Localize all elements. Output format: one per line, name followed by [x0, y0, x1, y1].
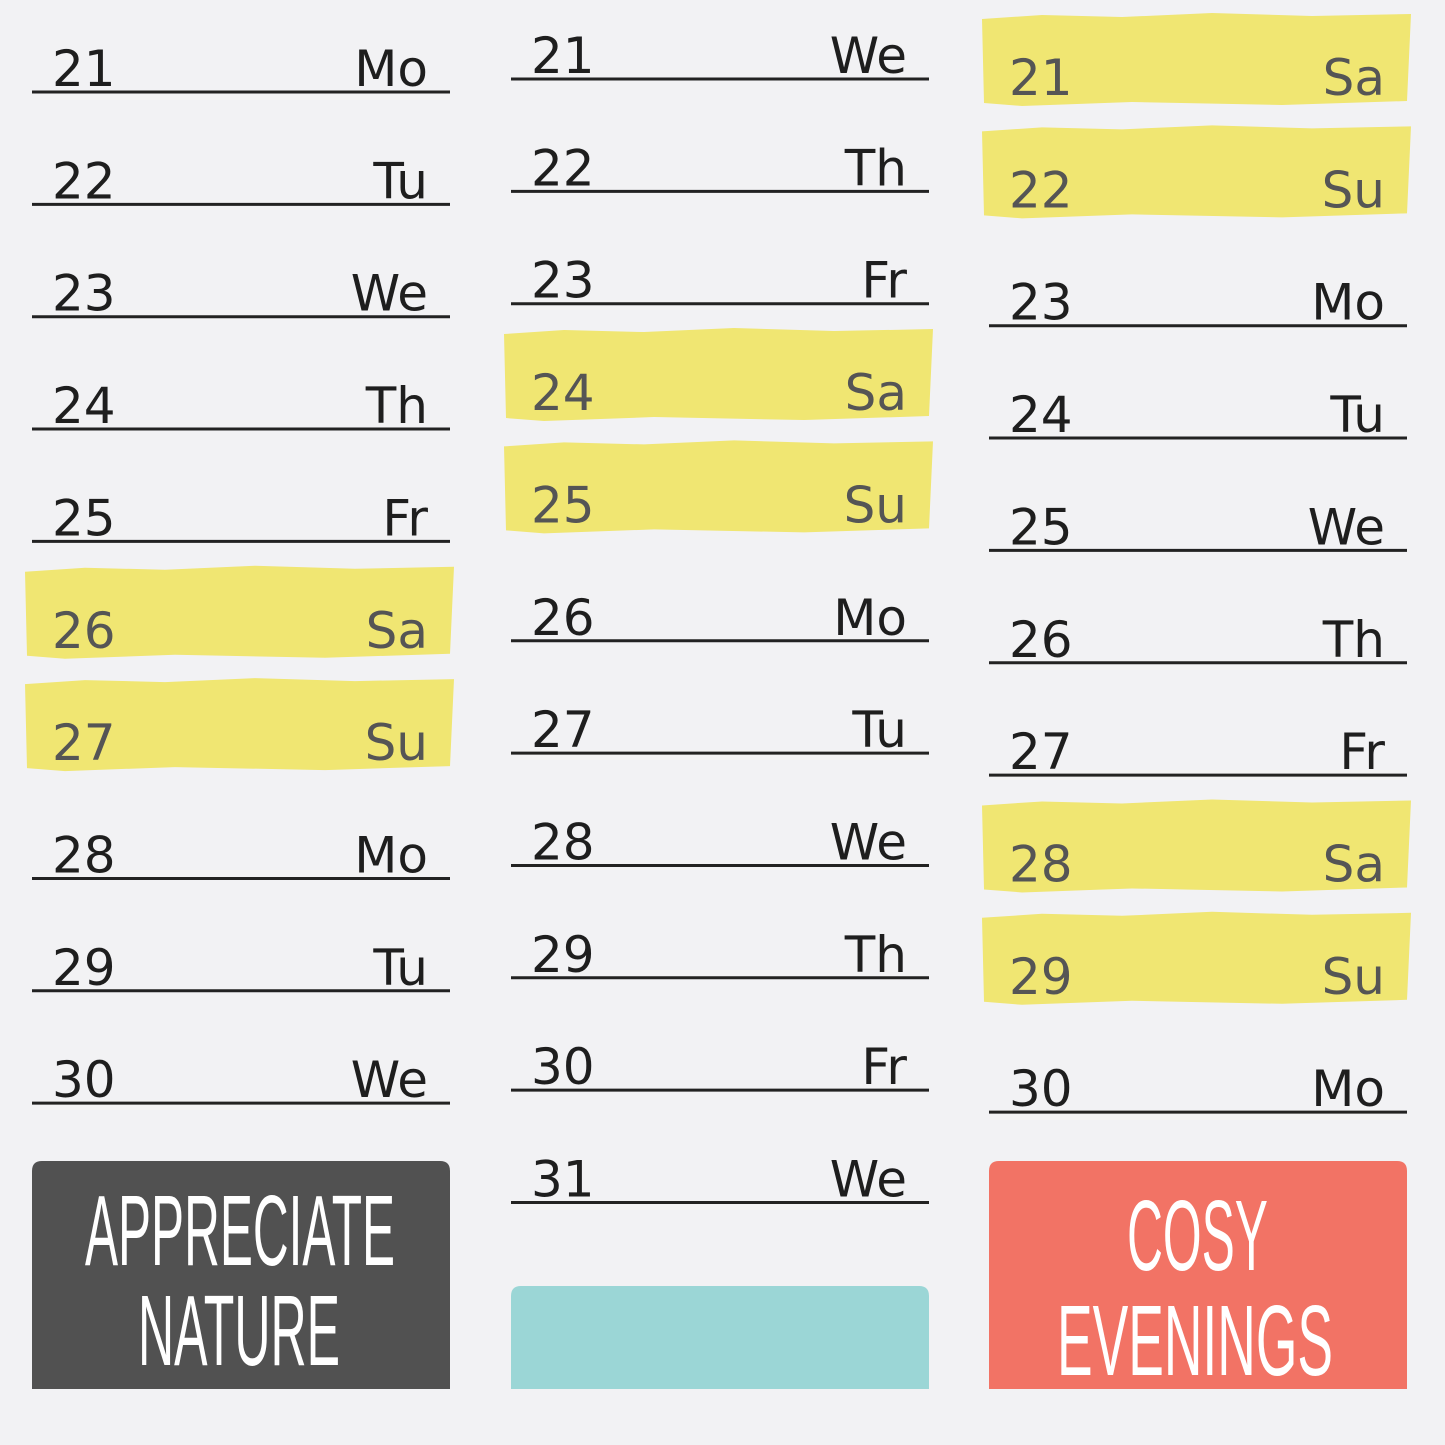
weekday: Tu — [851, 701, 907, 759]
weekday: Mo — [1311, 274, 1385, 332]
day-number: 24 — [1009, 386, 1073, 444]
weekday: Fr — [861, 1038, 907, 1096]
weekday: Tu — [372, 152, 428, 210]
label-box — [989, 1161, 1407, 1389]
weekday: Th — [844, 926, 907, 984]
highlight — [25, 678, 454, 772]
day-number: 25 — [531, 476, 595, 534]
day-number: 23 — [52, 265, 116, 323]
day-number: 27 — [52, 714, 116, 772]
label-text: NATURE — [138, 1275, 340, 1387]
day-number: 29 — [1009, 948, 1073, 1006]
weekday: Mo — [354, 826, 428, 884]
day-number: 24 — [531, 364, 595, 422]
day-number: 26 — [531, 589, 595, 647]
day-number: 22 — [1009, 161, 1073, 219]
weekday: Sa — [1323, 49, 1385, 107]
day-number: 27 — [1009, 723, 1073, 781]
weekday: Sa — [366, 602, 428, 660]
weekday: Th — [844, 139, 907, 197]
day-number: 29 — [52, 939, 116, 997]
weekday: Sa — [845, 364, 907, 422]
highlight — [982, 125, 1411, 219]
day-number: 28 — [531, 813, 595, 871]
weekday: We — [830, 1151, 907, 1209]
highlight — [504, 440, 933, 534]
weekday: We — [830, 27, 907, 85]
weekday: We — [1308, 498, 1385, 556]
day-number: 25 — [52, 489, 116, 547]
label-text: EVENINGS — [1057, 1285, 1333, 1397]
weekday: Su — [1322, 948, 1385, 1006]
day-number: 22 — [531, 139, 595, 197]
weekday: We — [830, 813, 907, 871]
day-number: 27 — [531, 701, 595, 759]
highlight — [982, 13, 1411, 106]
day-number: 30 — [531, 1038, 595, 1096]
weekday: Su — [844, 476, 907, 534]
day-number: 21 — [1009, 49, 1073, 107]
day-number: 26 — [52, 602, 116, 660]
weekday: Fr — [861, 252, 907, 310]
weekday: We — [351, 265, 428, 323]
day-number: 28 — [1009, 835, 1073, 893]
day-number: 22 — [52, 152, 116, 210]
highlight — [982, 799, 1411, 893]
weekday: Su — [365, 714, 428, 772]
highlight — [504, 328, 933, 422]
day-number: 23 — [531, 252, 595, 310]
day-number: 30 — [52, 1051, 116, 1109]
day-number: 21 — [531, 27, 595, 85]
day-number: 25 — [1009, 498, 1073, 556]
weekday: Fr — [1339, 723, 1385, 781]
label-text: COSY — [1127, 1180, 1268, 1292]
weekday: Tu — [1329, 386, 1385, 444]
weekday: Tu — [372, 939, 428, 997]
day-number: 26 — [1009, 611, 1073, 669]
weekday: Th — [1322, 611, 1385, 669]
label-text: APPRECIATE — [85, 1175, 395, 1287]
weekday: Fr — [382, 489, 428, 547]
day-number: 30 — [1009, 1060, 1073, 1118]
label-box — [32, 1161, 450, 1389]
weekday: Mo — [833, 589, 907, 647]
weekday: Mo — [354, 40, 428, 98]
day-number: 31 — [531, 1151, 595, 1209]
day-number: 21 — [52, 40, 116, 98]
highlight — [982, 911, 1411, 1005]
highlight — [25, 565, 454, 659]
weekday: Su — [1322, 161, 1385, 219]
label-box — [511, 1286, 929, 1389]
day-number: 28 — [52, 826, 116, 884]
day-number: 29 — [531, 926, 595, 984]
weekday: Mo — [1311, 1060, 1385, 1118]
day-number: 23 — [1009, 274, 1073, 332]
weekday: We — [351, 1051, 428, 1109]
weekday: Sa — [1323, 835, 1385, 893]
weekday: Th — [365, 377, 428, 435]
day-number: 24 — [52, 377, 116, 435]
